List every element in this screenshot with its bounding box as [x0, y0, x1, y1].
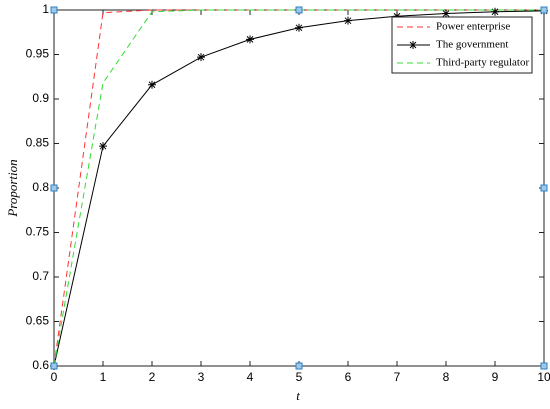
- x-tick-label: 6: [345, 370, 352, 384]
- y-tick-label: 0.9: [32, 91, 49, 105]
- legend-label: Power enterprise: [436, 21, 510, 33]
- data-point: [491, 7, 499, 16]
- marker-point: [50, 184, 58, 192]
- y-tick-label: 0.85: [26, 136, 50, 150]
- data-point: [295, 23, 303, 32]
- y-tick-label: 0.95: [26, 47, 50, 61]
- y-tick-label: 0.7: [32, 269, 49, 283]
- data-point: [246, 35, 254, 44]
- x-tick-label: 2: [149, 370, 156, 384]
- x-tick-label: 1: [100, 370, 107, 384]
- y-tick-label: 1: [42, 2, 49, 16]
- legend-label: Third-party regulator: [436, 57, 529, 69]
- y-tick-label: 0.8: [32, 180, 49, 194]
- x-tick-label: 4: [247, 370, 254, 384]
- marker-point: [50, 362, 58, 370]
- marker-point: [540, 362, 548, 370]
- x-tick-label: 0: [51, 370, 58, 384]
- marker-point: [295, 362, 303, 370]
- data-point: [344, 16, 352, 25]
- marker-point: [540, 6, 548, 14]
- legend-marker: [409, 41, 417, 49]
- marker-point: [50, 6, 58, 14]
- y-tick-label: 0.65: [26, 314, 50, 328]
- data-point: [442, 9, 450, 18]
- marker-point: [295, 6, 303, 14]
- x-tick-label: 3: [198, 370, 205, 384]
- data-point: [148, 80, 156, 89]
- x-tick-label: 10: [537, 370, 550, 384]
- x-tick-label: 7: [394, 370, 401, 384]
- x-tick-label: 8: [443, 370, 450, 384]
- x-tick-label: 5: [296, 370, 303, 384]
- marker-point: [540, 184, 548, 192]
- data-point: [393, 12, 401, 21]
- y-tick-label: 0.6: [32, 358, 49, 372]
- x-axis-label: t: [296, 388, 300, 403]
- legend-label: The government: [436, 39, 508, 51]
- data-point: [197, 53, 205, 62]
- x-tick-label: 9: [492, 370, 499, 384]
- y-axis-label: Proportion: [5, 159, 20, 217]
- y-tick-label: 0.75: [26, 225, 50, 239]
- data-point: [99, 142, 107, 151]
